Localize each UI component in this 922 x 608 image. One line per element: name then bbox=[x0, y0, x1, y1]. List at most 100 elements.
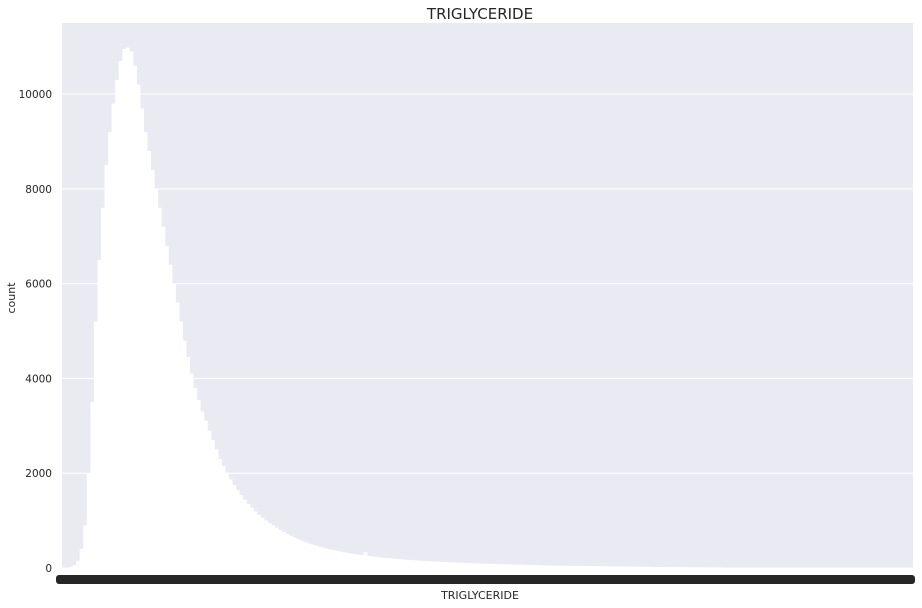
bar bbox=[349, 553, 354, 568]
bar bbox=[278, 530, 283, 568]
bar bbox=[707, 567, 712, 568]
bar bbox=[359, 554, 364, 568]
bar bbox=[508, 564, 513, 568]
bar bbox=[654, 566, 659, 568]
bar bbox=[671, 567, 676, 568]
bar bbox=[76, 560, 81, 568]
bar bbox=[356, 554, 361, 568]
bar bbox=[526, 564, 531, 568]
bar bbox=[664, 567, 669, 568]
bar bbox=[108, 132, 113, 568]
bar bbox=[576, 565, 581, 568]
x-tick-labels bbox=[56, 575, 915, 584]
bar bbox=[466, 563, 471, 568]
bar bbox=[427, 561, 432, 568]
bar bbox=[125, 47, 130, 568]
bar bbox=[246, 504, 251, 568]
bar bbox=[632, 566, 637, 568]
bar bbox=[260, 517, 265, 568]
bar bbox=[363, 552, 368, 568]
bar bbox=[636, 566, 641, 568]
bar bbox=[189, 373, 194, 568]
bar bbox=[366, 555, 371, 568]
bar bbox=[700, 567, 705, 568]
bar bbox=[710, 567, 715, 568]
bar bbox=[168, 264, 173, 568]
bar bbox=[661, 567, 666, 568]
bar bbox=[600, 566, 605, 568]
bar bbox=[547, 565, 552, 568]
bar bbox=[675, 567, 680, 568]
bar bbox=[597, 566, 602, 568]
bar bbox=[498, 564, 503, 568]
bar bbox=[625, 566, 630, 568]
bar bbox=[193, 387, 198, 568]
bar bbox=[480, 563, 485, 568]
bar bbox=[335, 550, 339, 568]
bar bbox=[221, 466, 226, 568]
bar bbox=[228, 479, 233, 568]
bar bbox=[515, 564, 520, 568]
bar bbox=[657, 567, 662, 568]
bar bbox=[434, 561, 439, 568]
bar bbox=[331, 550, 336, 568]
bar bbox=[398, 559, 403, 568]
bar bbox=[647, 566, 652, 568]
bars bbox=[65, 47, 914, 569]
bar bbox=[459, 562, 464, 568]
bar bbox=[129, 51, 134, 569]
bar bbox=[391, 558, 396, 568]
bar bbox=[274, 527, 279, 568]
bar bbox=[157, 207, 162, 568]
bar bbox=[218, 459, 222, 568]
bar bbox=[320, 547, 325, 568]
bar bbox=[271, 525, 276, 568]
bar bbox=[306, 543, 311, 568]
bar bbox=[405, 559, 410, 568]
bar bbox=[122, 49, 127, 568]
bar bbox=[544, 565, 549, 568]
bar bbox=[696, 567, 701, 568]
bar bbox=[693, 567, 698, 568]
bar bbox=[83, 525, 88, 568]
bar bbox=[579, 565, 584, 568]
bar bbox=[416, 560, 421, 568]
bar bbox=[281, 531, 286, 568]
bar bbox=[143, 132, 148, 568]
bar bbox=[618, 566, 623, 568]
bar bbox=[444, 562, 449, 568]
x-ticks bbox=[56, 575, 915, 584]
bar bbox=[608, 566, 613, 568]
bar bbox=[147, 150, 152, 568]
bar bbox=[317, 546, 322, 568]
bar bbox=[533, 565, 538, 568]
bar bbox=[420, 560, 425, 568]
bar bbox=[590, 566, 595, 568]
bar bbox=[604, 566, 609, 568]
bar bbox=[593, 566, 598, 568]
bar bbox=[714, 567, 719, 568]
bar bbox=[586, 566, 591, 568]
bar bbox=[161, 226, 166, 568]
bar bbox=[565, 565, 570, 568]
bar bbox=[469, 563, 474, 568]
bar bbox=[452, 562, 456, 568]
bar bbox=[104, 165, 109, 569]
bar bbox=[352, 554, 357, 568]
bar bbox=[384, 558, 389, 568]
bar bbox=[721, 567, 726, 568]
y-tick-label: 8000 bbox=[25, 184, 52, 196]
bar bbox=[455, 562, 460, 568]
bar bbox=[561, 565, 566, 568]
bar bbox=[402, 559, 407, 568]
bar bbox=[686, 567, 691, 568]
bar bbox=[86, 473, 91, 568]
bar bbox=[381, 557, 386, 568]
bar bbox=[150, 169, 155, 568]
bar bbox=[164, 245, 169, 569]
bar bbox=[342, 552, 347, 568]
bar bbox=[232, 485, 237, 568]
y-tick-label: 0 bbox=[45, 563, 52, 575]
bar bbox=[338, 551, 343, 568]
bar bbox=[611, 566, 616, 568]
